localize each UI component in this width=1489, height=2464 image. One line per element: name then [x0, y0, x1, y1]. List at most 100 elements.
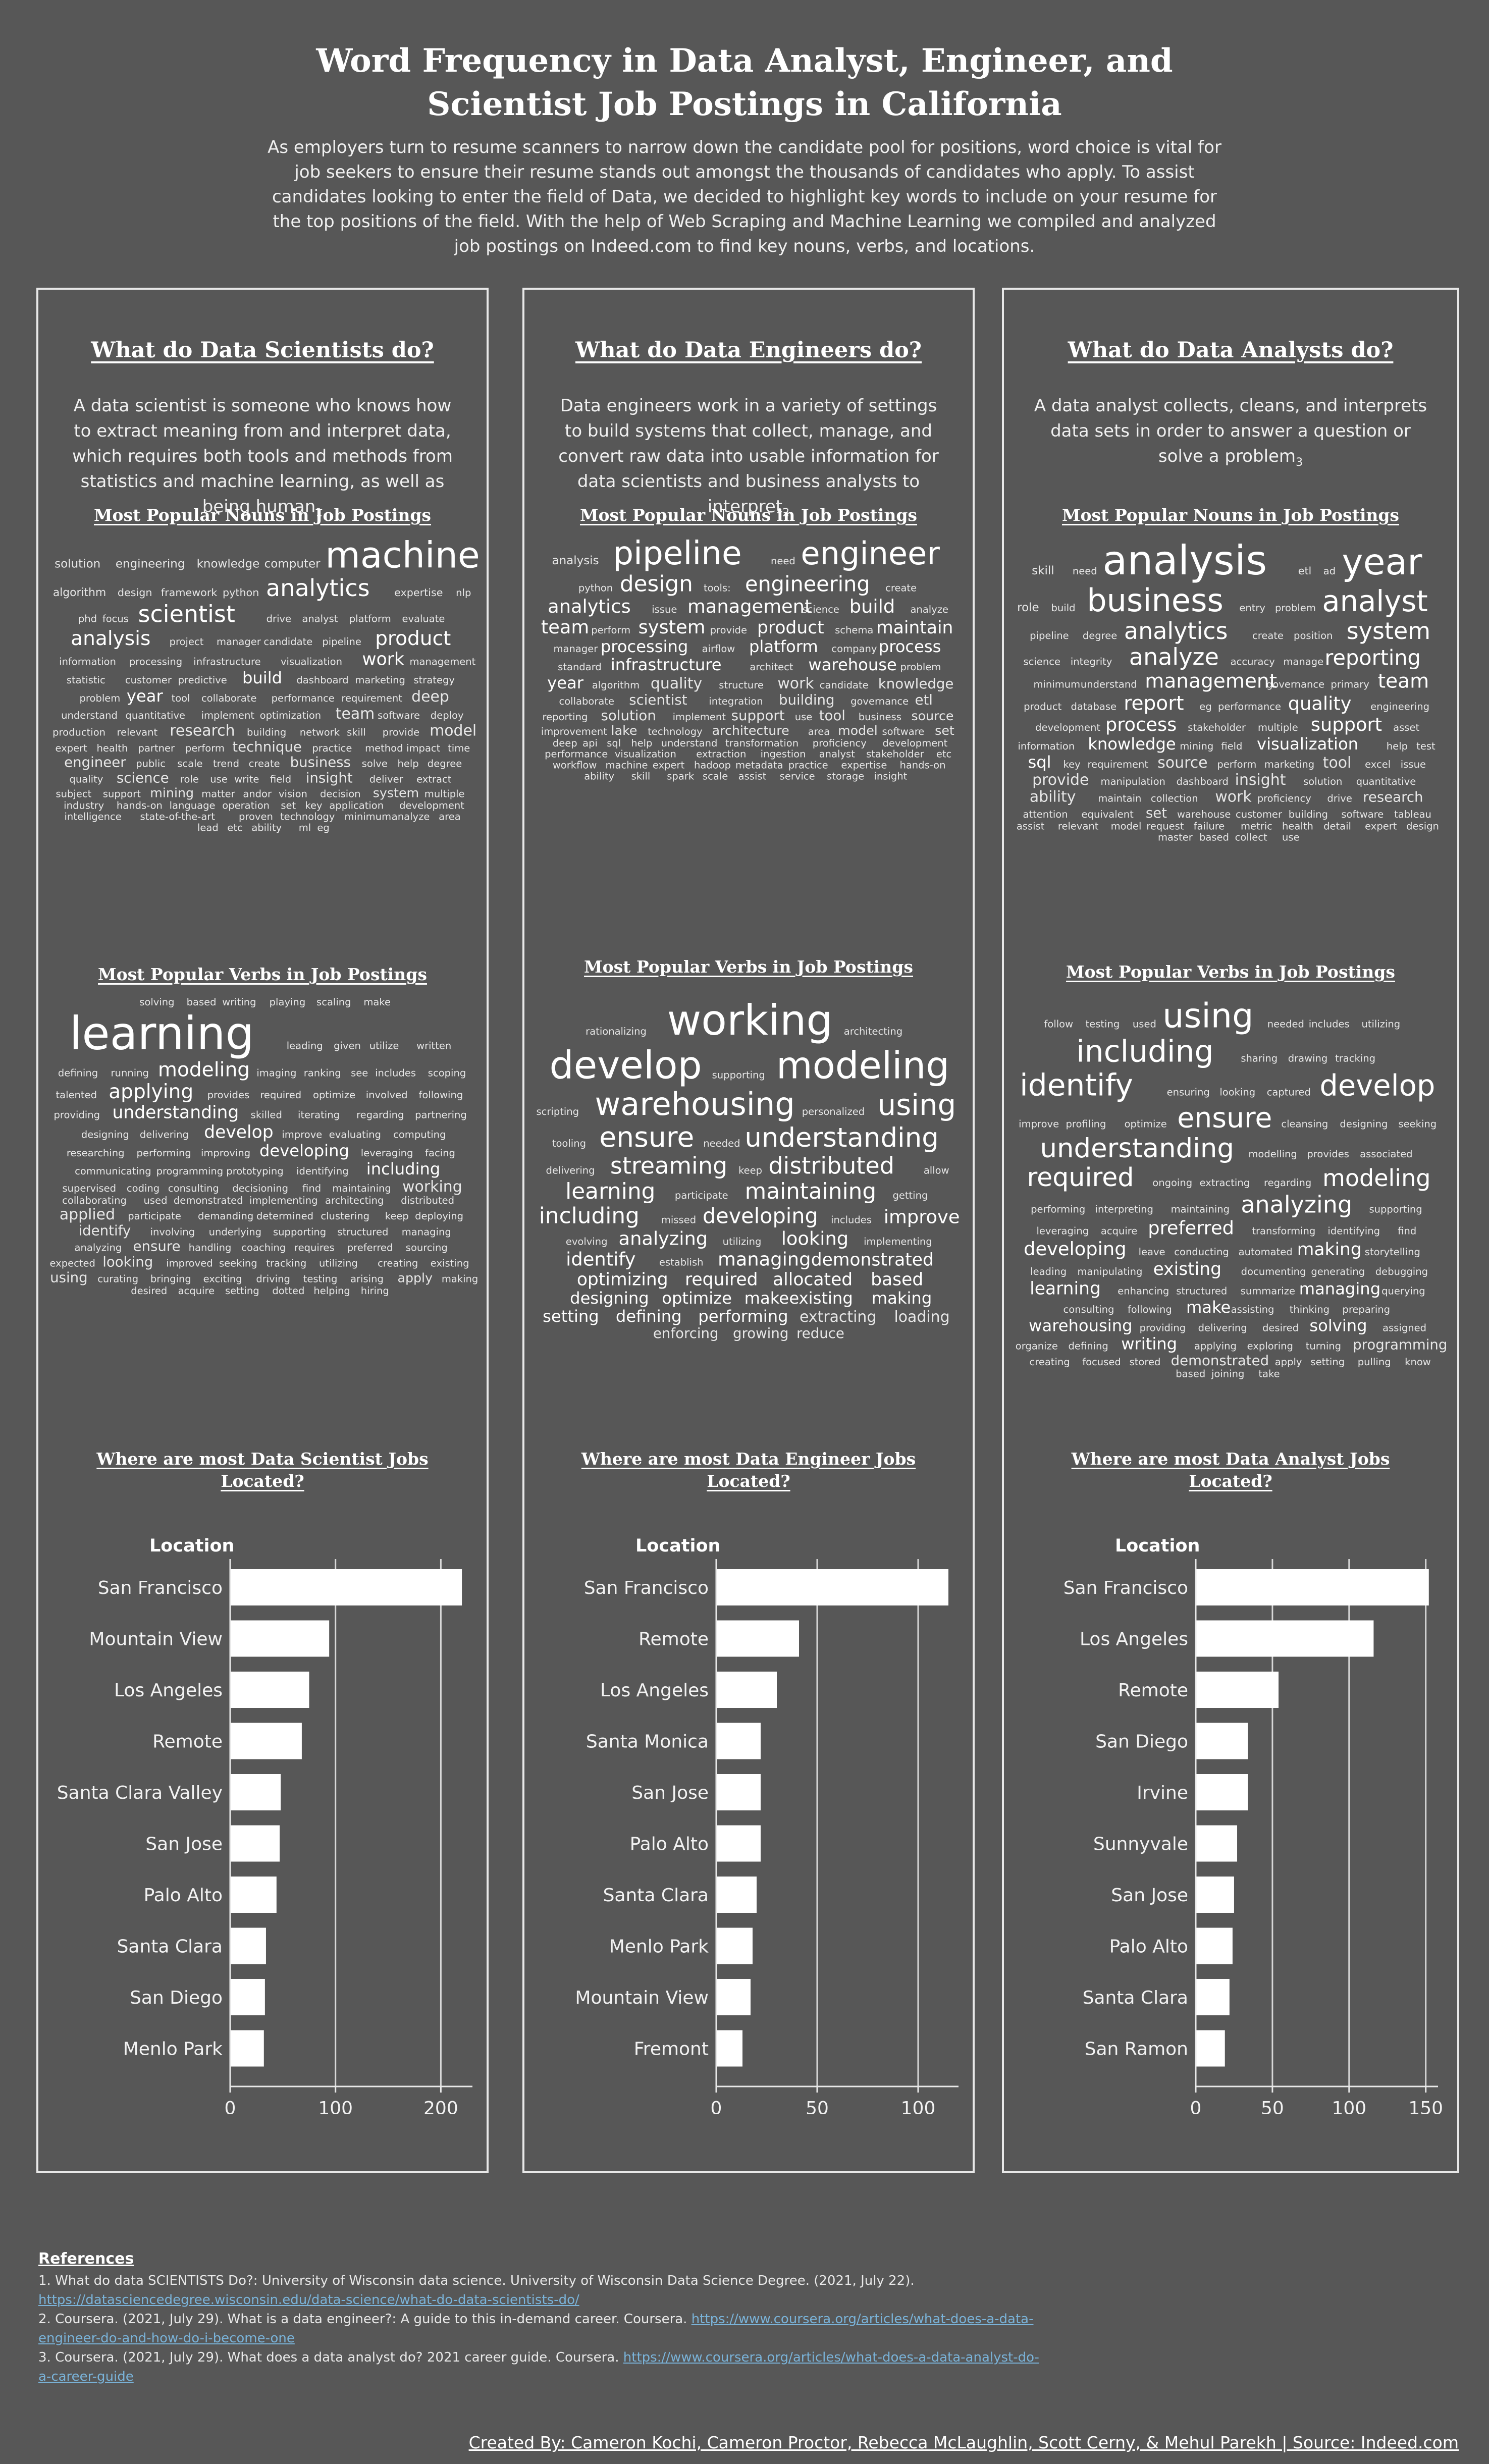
- cloud-word: reporting: [542, 711, 588, 723]
- reference-link[interactable]: https://datasciencedegree.wisconsin.edu/…: [38, 2292, 579, 2308]
- bar: [1196, 1672, 1279, 1708]
- cloud-word: debugging: [1375, 1266, 1428, 1277]
- cloud-word: tracking: [266, 1257, 306, 1269]
- cloud-word: building: [779, 691, 835, 708]
- reference-2: 2. Coursera. (2021, July 29). What is a …: [38, 2312, 1034, 2346]
- cloud-word: product: [375, 627, 451, 650]
- cloud-word: manage: [1283, 656, 1323, 667]
- cloud-word: working: [667, 996, 833, 1045]
- intro-paragraph: As employers turn to resume scanners to …: [268, 137, 1221, 256]
- cloud-word: metric: [1241, 821, 1272, 832]
- cloud-word: team: [336, 705, 375, 723]
- cloud-word: sourcing: [406, 1242, 448, 1253]
- category-label: Menlo Park: [609, 1937, 709, 1957]
- cloud-word: service: [780, 770, 815, 782]
- cloud-word: reporting: [1324, 646, 1420, 670]
- cloud-word: extracting: [800, 1308, 876, 1326]
- cloud-word: skilled: [251, 1109, 282, 1121]
- bar: [716, 1723, 761, 1759]
- cloud-word: maintaining: [332, 1183, 391, 1194]
- cloud-word: eg: [317, 822, 329, 833]
- cloud-word: ensure: [133, 1238, 181, 1254]
- cloud-word: algorithm: [592, 679, 640, 691]
- cloud-word: etl: [915, 691, 932, 708]
- cloud-word: utilizing: [319, 1257, 358, 1269]
- cloud-word: dashboard: [1177, 776, 1229, 787]
- reference-link[interactable]: https://www.coursera.org/articles/what-d…: [38, 2350, 1039, 2384]
- category-label: Mountain View: [575, 1988, 709, 2008]
- cloud-word: performance: [272, 692, 335, 704]
- cloud-word: acquire: [1101, 1225, 1138, 1237]
- cloud-word: ensure: [1177, 1102, 1272, 1134]
- cloud-word: optimize: [313, 1089, 355, 1101]
- cloud-word: designing: [1340, 1118, 1388, 1130]
- category-label: San Jose: [631, 1783, 709, 1803]
- cloud-word: leave: [1139, 1246, 1165, 1258]
- cloud-word: analyze: [1129, 643, 1219, 670]
- cloud-word: technology: [648, 726, 702, 737]
- cloud-word: minimum: [1033, 679, 1080, 690]
- cloud-word: designing: [570, 1289, 649, 1308]
- cloud-word: profiling: [1066, 1118, 1106, 1130]
- nouns-heading: Most Popular Nouns in Job Postings: [579, 505, 918, 525]
- cloud-word: seeking: [219, 1257, 257, 1269]
- cloud-word: learning: [1030, 1279, 1101, 1299]
- cloud-word: metadata: [735, 760, 783, 771]
- cloud-word: creating: [1029, 1356, 1070, 1368]
- cloud-word: testing: [1086, 1018, 1120, 1030]
- cloud-word: testing: [303, 1273, 338, 1284]
- cloud-word: management: [1145, 670, 1277, 693]
- cloud-word: team: [541, 616, 589, 638]
- cloud-word: sharing: [1241, 1053, 1278, 1064]
- category-label: Los Angeles: [1080, 1629, 1188, 1650]
- cloud-word: write: [234, 774, 259, 785]
- cloud-word: lead: [197, 822, 219, 833]
- cloud-word: set: [281, 799, 296, 811]
- cloud-word: perform: [185, 742, 225, 754]
- bar: [230, 1825, 280, 1862]
- cloud-word: deploying: [415, 1210, 463, 1222]
- cloud-word: set: [1146, 805, 1167, 821]
- cloud-word: test: [1416, 740, 1435, 752]
- cloud-word: language: [170, 799, 216, 811]
- cloud-word: etl: [1298, 565, 1312, 577]
- cloud-word: optimize: [662, 1289, 732, 1308]
- cloud-word: need: [771, 555, 795, 567]
- locations-heading: Where are most Data Engineer Jobs Locate…: [581, 1449, 916, 1491]
- panel-title: What do Data Analysts do?: [1068, 338, 1394, 363]
- cloud-word: use: [795, 711, 813, 723]
- cloud-word: looking: [1219, 1087, 1255, 1098]
- cloud-word: demonstrated: [811, 1250, 934, 1270]
- cloud-word: requirement: [341, 692, 402, 704]
- cloud-word: create: [249, 758, 280, 770]
- cloud-word: create: [1252, 630, 1284, 641]
- cloud-word: needed: [1267, 1018, 1304, 1030]
- cloud-word: collaborating: [62, 1195, 127, 1206]
- cloud-word: machine: [325, 534, 480, 576]
- cloud-word: source: [911, 709, 953, 723]
- category-label: Santa Clara Valley: [57, 1783, 223, 1803]
- cloud-word: modeling: [1322, 1164, 1430, 1192]
- x-tick-label: 50: [806, 2098, 829, 2114]
- reference-link[interactable]: https://www.coursera.org/articles/what-d…: [38, 2312, 1034, 2346]
- bar: [1196, 1979, 1230, 2015]
- cloud-word: python: [223, 586, 259, 599]
- cloud-word: impact: [406, 742, 441, 754]
- cloud-word: provide: [1032, 771, 1089, 789]
- cloud-word: determined: [256, 1210, 313, 1222]
- cloud-word: skill: [631, 770, 651, 782]
- cloud-word: andor: [243, 788, 272, 799]
- cloud-word: setting: [543, 1307, 599, 1326]
- cloud-word: follow: [1044, 1018, 1074, 1030]
- cloud-word: tool: [1323, 754, 1352, 772]
- location-header: Location: [1115, 1536, 1200, 1556]
- cloud-word: thinking: [1290, 1304, 1330, 1315]
- cloud-word: solution: [55, 557, 100, 570]
- cloud-word: production: [52, 726, 105, 738]
- cloud-word: year: [127, 686, 164, 706]
- cloud-word: nlp: [456, 587, 471, 599]
- cloud-word: business: [290, 754, 351, 771]
- category-label: Santa Monica: [586, 1732, 709, 1752]
- cloud-word: rationalizing: [586, 1026, 647, 1037]
- cloud-word: analyze: [910, 604, 948, 615]
